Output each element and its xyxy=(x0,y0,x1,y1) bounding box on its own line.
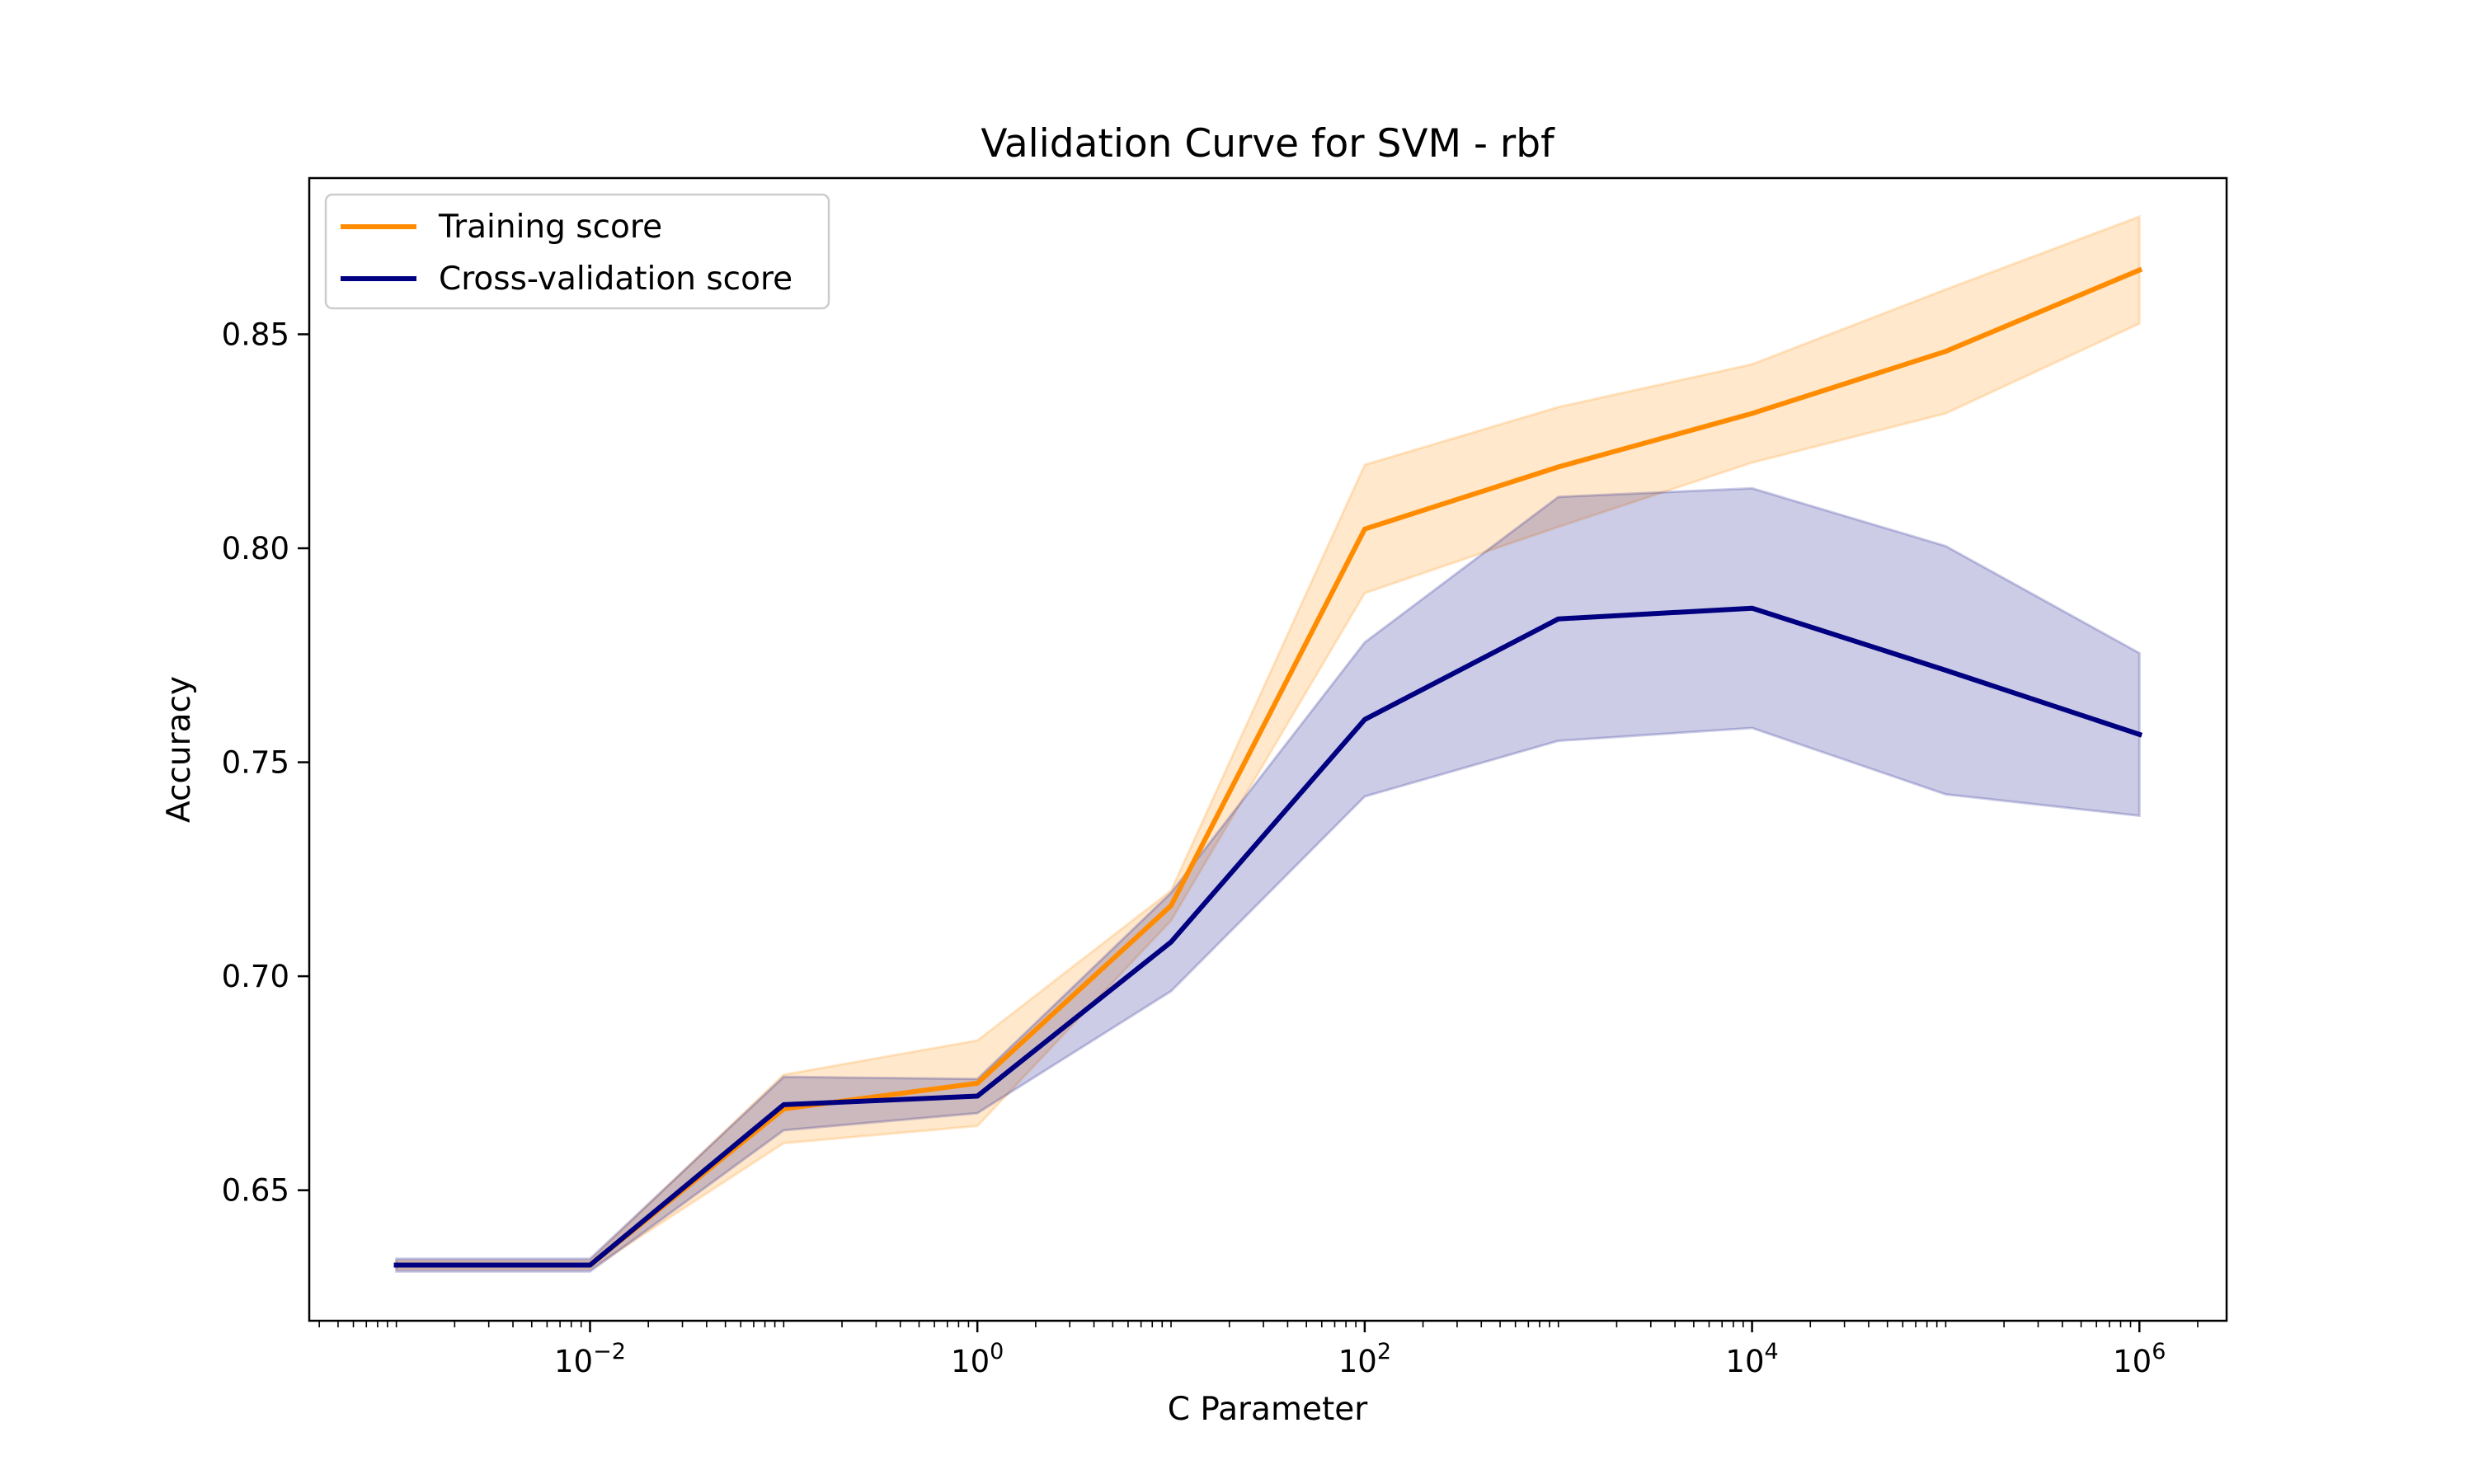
chart-title: Validation Curve for SVM - rbf xyxy=(981,121,1555,167)
plot-area-frame xyxy=(308,176,2228,1322)
legend-cross-validation-label: Cross-validation score xyxy=(439,261,793,298)
x-tick-label: 100 xyxy=(951,1339,1004,1379)
y-tick-label: 0.70 xyxy=(222,959,289,994)
x-tick-label: 104 xyxy=(1725,1339,1778,1379)
cross-validation-score-band xyxy=(395,486,2141,1273)
y-tick-label: 0.75 xyxy=(222,745,289,781)
x-tick-label: 106 xyxy=(2113,1339,2166,1379)
legend-box xyxy=(324,193,830,310)
x-axis-label: C Parameter xyxy=(1168,1391,1368,1428)
x-tick-label: 102 xyxy=(1338,1339,1391,1379)
x-tick-label: 10−2 xyxy=(554,1339,626,1379)
legend-training-label: Training score xyxy=(438,209,662,246)
y-tick-label: 0.65 xyxy=(222,1173,289,1209)
legend: Training score Cross-validation score xyxy=(324,193,830,310)
cross-validation-score-line xyxy=(393,605,2143,1268)
y-axis-ticks: 0.65 0.70 0.75 0.80 0.85 xyxy=(222,317,309,1209)
series-lines xyxy=(393,266,2143,1268)
y-tick-label: 0.85 xyxy=(222,317,289,352)
training-score-band xyxy=(395,214,2141,1271)
x-axis-ticks: 10−2 100 102 104 106 xyxy=(318,1321,2199,1379)
y-axis-label: Accuracy xyxy=(161,676,198,823)
confidence-bands xyxy=(395,214,2141,1273)
y-tick-label: 0.80 xyxy=(222,531,289,566)
